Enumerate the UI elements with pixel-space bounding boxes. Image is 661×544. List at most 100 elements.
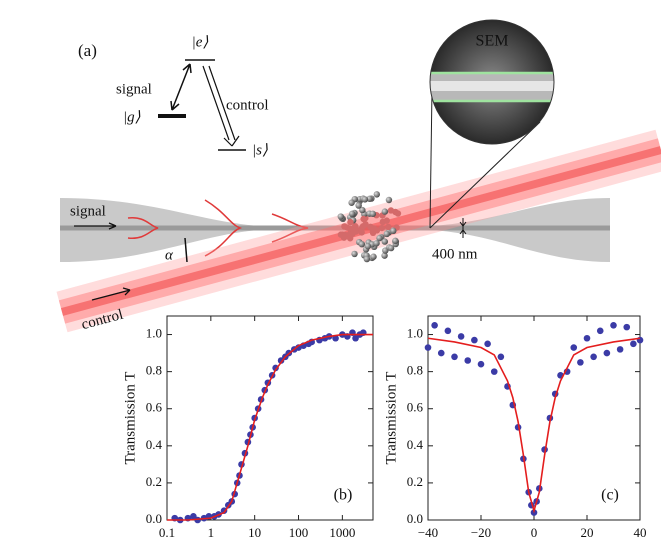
x-tick-label: −40 [418,525,438,540]
y-tick-label: 0.8 [146,363,162,378]
atom-cloud [337,191,402,263]
control-arrow [202,65,240,147]
mode-profile [127,217,159,239]
x-tick-label: 100 [289,525,309,540]
data-point [630,340,637,348]
atom [352,225,359,233]
data-point [570,344,578,351]
atom [361,196,369,203]
zoom-line [429,121,541,229]
atom [385,223,392,231]
data-point [295,344,302,351]
y-tick-label: 1.0 [146,326,162,341]
y-tick-label: 0.4 [407,437,424,452]
zoom-line [429,89,433,229]
fit-line [167,333,373,521]
data-point [464,357,472,364]
atom [360,215,367,223]
mode-profile [204,199,243,257]
atom [355,202,362,209]
atom [373,191,380,198]
atom [381,238,389,245]
y-tick-label: 1.0 [407,326,423,341]
panel-label: (a) [78,41,97,60]
atom [381,208,389,215]
data-point [616,346,624,353]
atom [383,230,390,238]
atom [363,255,371,263]
signal-input-arrow [74,222,117,230]
control-input-arrow [91,287,131,301]
data-point [477,360,485,368]
fiber-signal-label: signal [70,203,106,219]
angle-label: α [165,247,174,263]
x-tick-label: 40 [634,525,647,540]
data-point [277,357,285,364]
atom [387,244,395,252]
atom [347,218,354,226]
data-point [424,344,432,351]
x-tick-label: 1000 [329,525,355,540]
panel-label: (c) [601,487,619,504]
y-tick-label: 0.6 [146,400,163,415]
level-g-label: |g⟩ [123,109,141,125]
y-tick-label: 0.6 [407,400,424,415]
data-point [484,340,491,348]
diameter-marker [459,218,467,238]
atom [390,227,397,235]
atom [369,210,377,218]
sem-nanofiber [430,71,554,103]
y-axis-label: Transmission T [122,372,138,465]
signal-arrow [170,63,192,111]
atom [364,243,372,250]
angle-marker [184,237,188,263]
sem-label: SEM [476,33,509,50]
data-point [497,353,505,361]
x-tick-label: 0.1 [159,525,175,540]
data-point [431,321,438,329]
atom [392,237,399,245]
atom [341,223,348,230]
atom [385,196,393,204]
data-point [623,323,631,331]
panel-label: (b) [334,487,353,504]
y-tick-label: 0.0 [146,511,162,526]
y-tick-label: 0.8 [407,363,423,378]
data-point [596,327,604,335]
y-tick-label: 0.0 [407,511,423,526]
atom [367,223,374,231]
data-point [457,333,465,340]
data-point [451,353,458,361]
atom [370,253,377,260]
atom [337,231,345,238]
fit-line [427,337,641,514]
atom [348,210,356,218]
x-tick-label: −20 [471,525,491,540]
atom [349,230,356,237]
atom [358,229,365,236]
atom [337,213,344,220]
data-point [603,349,611,357]
data-point [190,512,197,520]
data-point [332,334,339,342]
data-point [444,327,452,335]
level-e-label: |e⟩ [192,34,209,50]
diameter-label: 400 nm [432,246,478,262]
data-point [490,368,498,375]
atom [378,224,386,232]
level-s-label: |s⟩ [252,142,268,158]
atom [359,206,366,214]
y-axis-label: Transmission T [383,372,399,465]
data-point [583,334,591,342]
transition-control: control [226,97,269,113]
data-point [610,321,617,329]
data-point [352,334,359,342]
data-point [471,336,478,344]
atom [348,199,355,206]
atom [381,252,388,259]
data-point [590,353,597,361]
data-point [437,349,445,357]
data-point [577,359,584,366]
atom [387,207,395,214]
